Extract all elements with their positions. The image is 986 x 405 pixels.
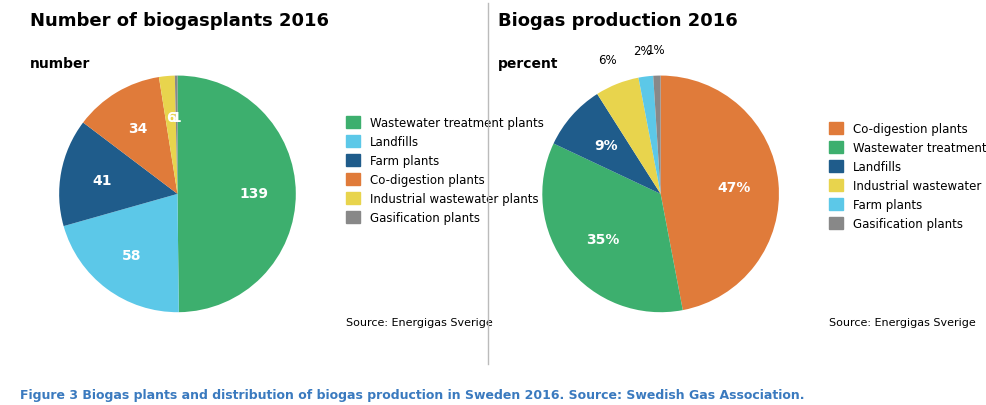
Text: 35%: 35% — [586, 232, 619, 246]
Wedge shape — [553, 95, 661, 194]
Wedge shape — [542, 144, 682, 312]
Text: Source: Energigas Sverige: Source: Energigas Sverige — [829, 317, 976, 327]
Text: 2%: 2% — [633, 45, 652, 58]
Wedge shape — [83, 78, 177, 194]
Text: 34: 34 — [128, 122, 148, 136]
Text: 41: 41 — [92, 173, 111, 187]
Wedge shape — [159, 77, 177, 194]
Wedge shape — [64, 194, 178, 312]
Wedge shape — [59, 123, 177, 226]
Wedge shape — [177, 77, 296, 312]
Text: Figure 3 Biogas plants and distribution of biogas production in Sweden 2016. Sou: Figure 3 Biogas plants and distribution … — [20, 388, 805, 401]
Text: 47%: 47% — [717, 181, 750, 194]
Text: percent: percent — [498, 57, 558, 70]
Legend: Wastewater treatment plants, Landfills, Farm plants, Co-digestion plants, Indust: Wastewater treatment plants, Landfills, … — [346, 117, 543, 224]
Text: Biogas production 2016: Biogas production 2016 — [498, 12, 738, 30]
Legend: Co-digestion plants, Wastewater treatment plants, Landfills, Industrial wastewat: Co-digestion plants, Wastewater treatmen… — [829, 123, 986, 230]
Wedge shape — [598, 79, 661, 194]
Text: 1%: 1% — [647, 44, 666, 57]
Text: 58: 58 — [121, 249, 141, 263]
Text: 139: 139 — [240, 187, 269, 201]
Text: 1: 1 — [172, 111, 181, 125]
Text: Source: Energigas Sverige: Source: Energigas Sverige — [346, 317, 493, 327]
Text: 6%: 6% — [599, 54, 617, 67]
Text: 9%: 9% — [594, 139, 617, 153]
Wedge shape — [653, 77, 661, 194]
Text: Number of biogasplants 2016: Number of biogasplants 2016 — [30, 12, 328, 30]
Text: number: number — [30, 57, 90, 70]
Wedge shape — [639, 77, 661, 194]
Wedge shape — [175, 77, 177, 194]
Wedge shape — [661, 77, 779, 310]
Text: 6: 6 — [166, 111, 176, 125]
